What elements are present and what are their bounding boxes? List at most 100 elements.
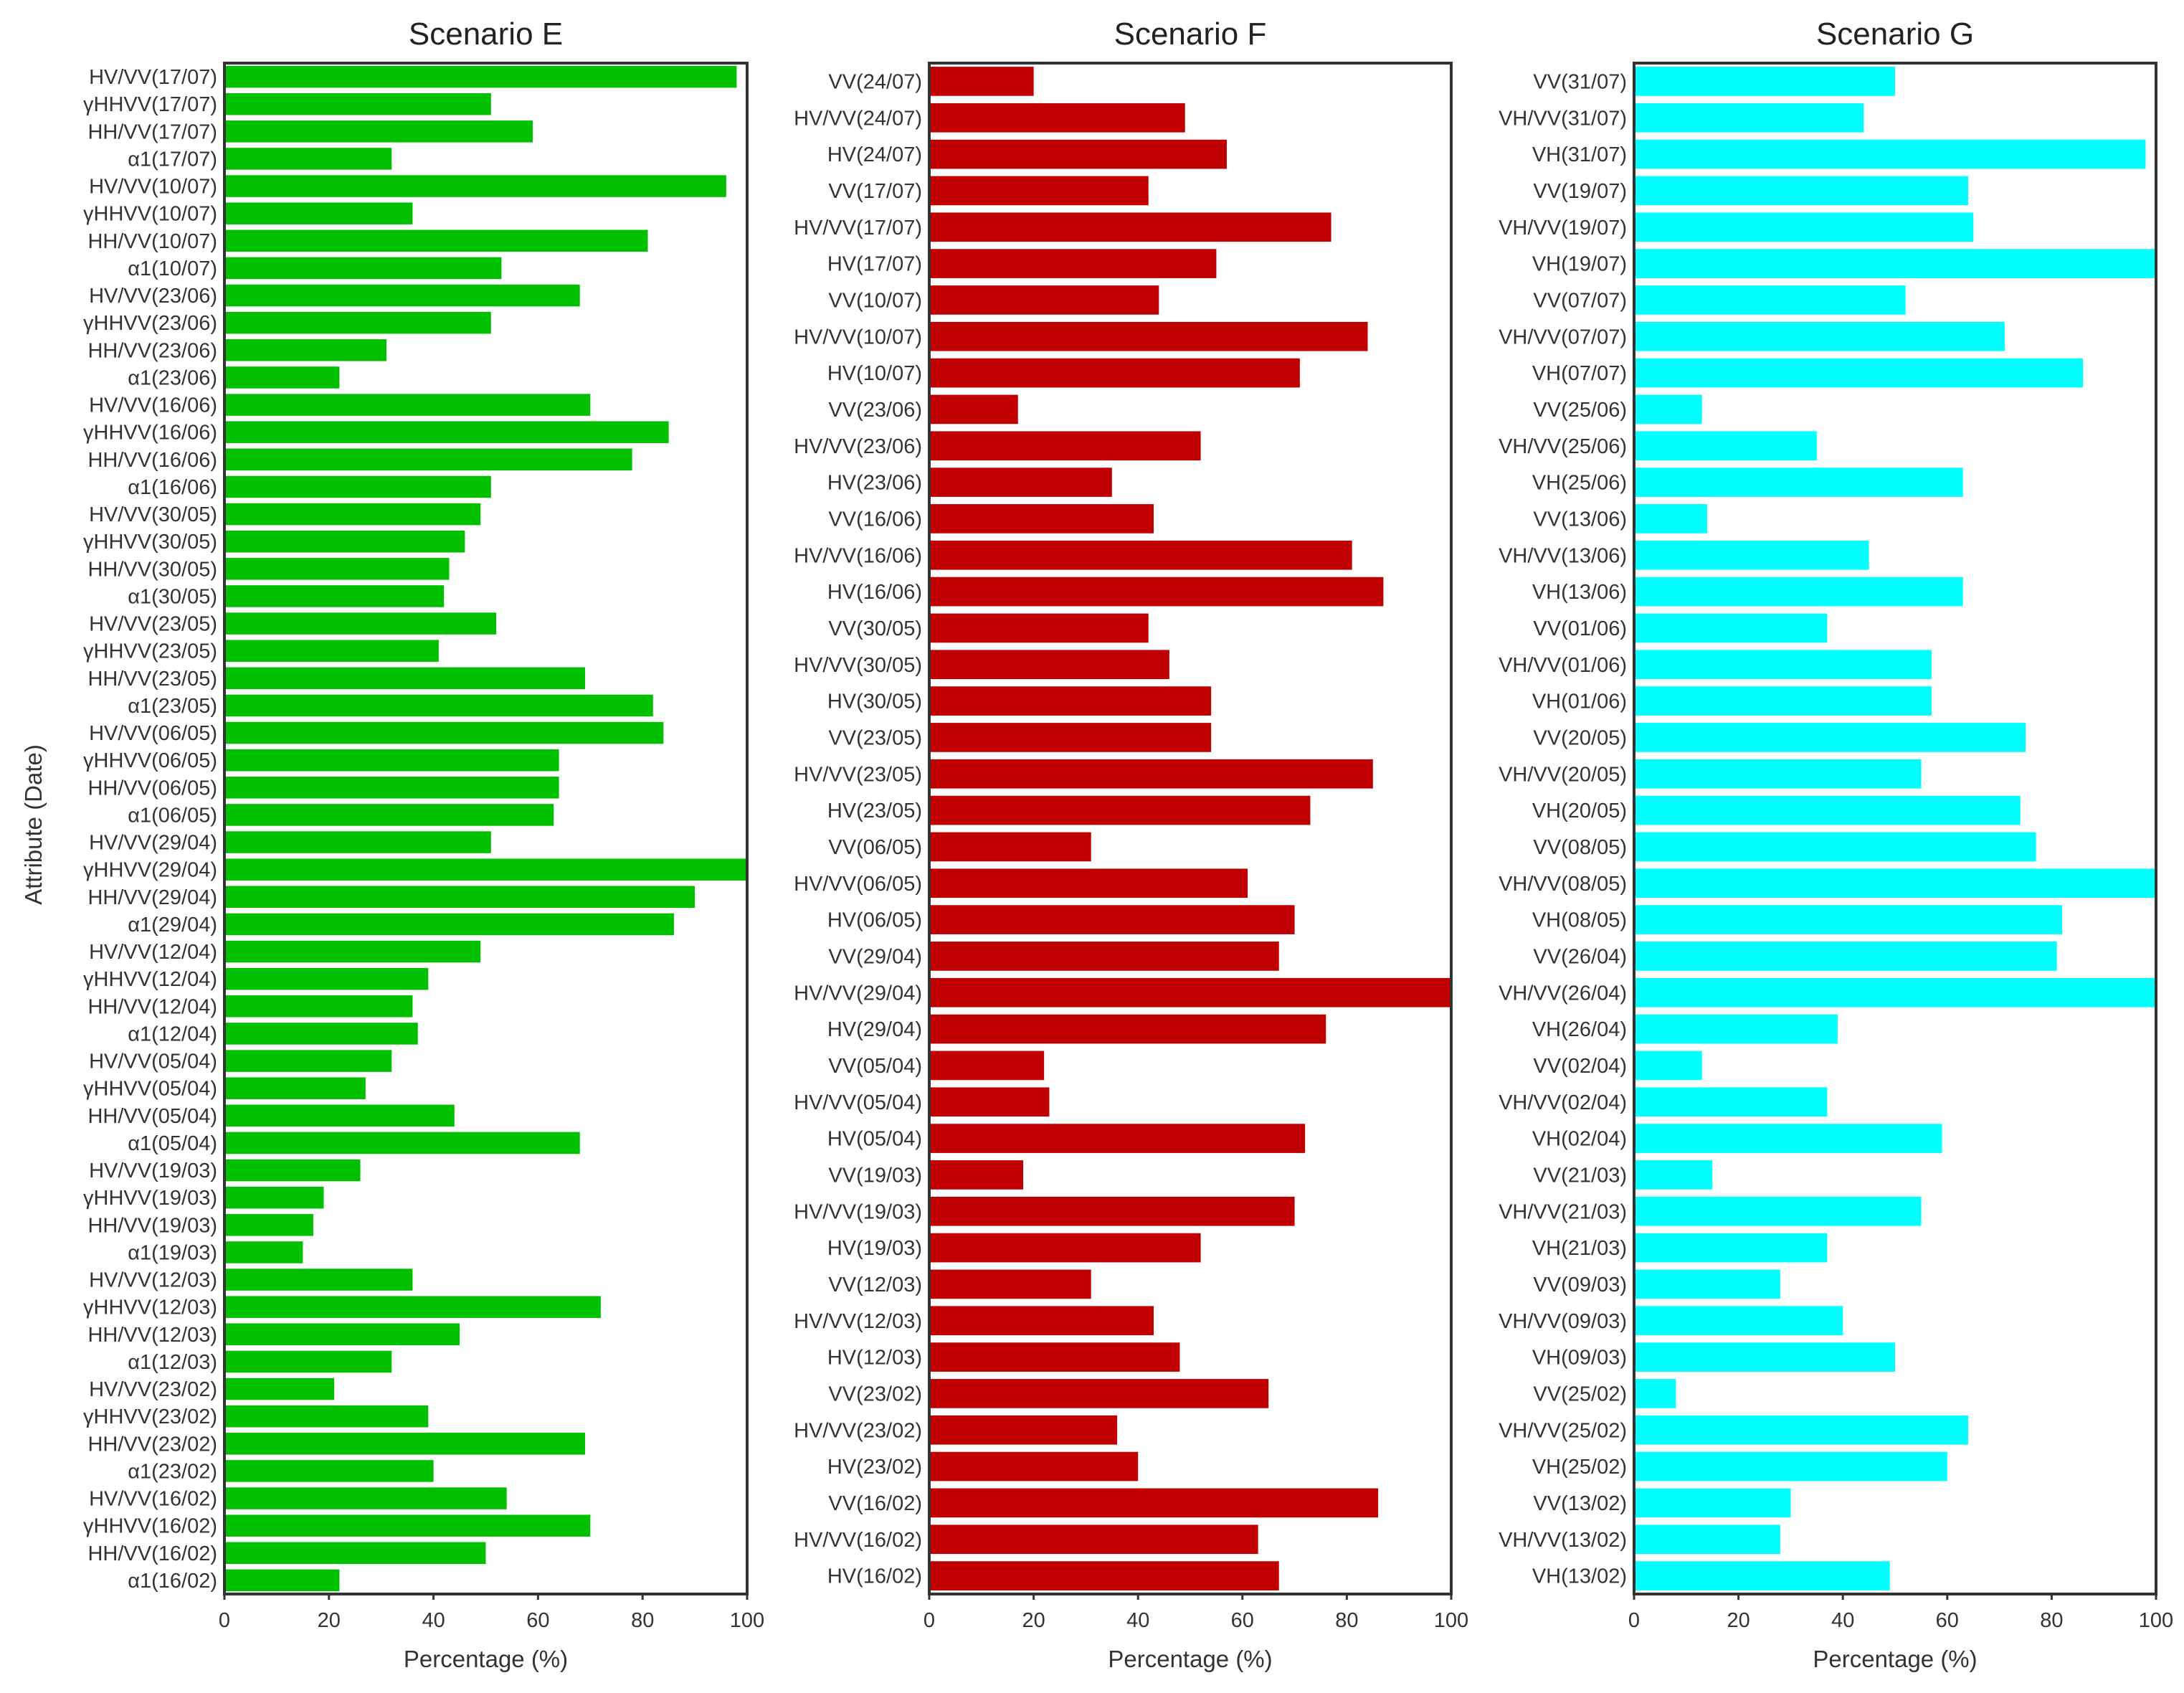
category-label: γHHVV(06/05) — [83, 749, 217, 772]
category-label: HV/VV(10/07) — [794, 326, 922, 348]
category-label: γHHVV(17/07) — [83, 93, 217, 116]
bar — [224, 148, 392, 170]
category-label: VH(19/07) — [1532, 253, 1627, 276]
category-label: HV/VV(17/07) — [89, 66, 217, 89]
bar — [224, 585, 445, 607]
bar — [224, 940, 481, 963]
category-label: VH/VV(13/06) — [1499, 544, 1627, 567]
category-label: VH/VV(20/05) — [1499, 763, 1627, 786]
bar — [224, 831, 491, 853]
category-label: α1(23/06) — [128, 366, 217, 389]
category-label: HH/VV(16/06) — [87, 449, 217, 472]
category-label: VV(25/02) — [1533, 1383, 1627, 1405]
category-label: VH(13/06) — [1532, 581, 1627, 604]
bar — [224, 1377, 335, 1400]
category-label: HH/VV(29/04) — [87, 886, 217, 909]
category-label: VH/VV(02/04) — [1499, 1091, 1627, 1114]
category-label: HV/VV(16/06) — [794, 544, 922, 567]
bar — [224, 886, 695, 909]
bar — [929, 1087, 1050, 1117]
category-label: HH/VV(05/04) — [87, 1105, 217, 1128]
bar — [1634, 1415, 1968, 1445]
category-label: HV(16/06) — [827, 581, 922, 604]
category-label: α1(12/03) — [128, 1351, 217, 1374]
bar — [1634, 431, 1817, 461]
category-label: HH/VV(30/05) — [87, 558, 217, 581]
bar — [224, 777, 559, 799]
category-label: VV(31/07) — [1533, 70, 1627, 93]
bar — [224, 995, 413, 1018]
bar — [929, 431, 1201, 461]
category-label: γHHVV(23/02) — [83, 1405, 217, 1428]
category-label: VH/VV(07/07) — [1499, 326, 1627, 348]
category-label: α1(05/04) — [128, 1132, 217, 1155]
bar — [224, 503, 481, 526]
category-label: HV/VV(16/02) — [794, 1529, 922, 1552]
category-label: HV(29/04) — [827, 1018, 922, 1041]
bar — [1634, 1087, 1828, 1117]
category-label: HV/VV(23/06) — [794, 435, 922, 458]
category-label: HV/VV(23/05) — [794, 763, 922, 786]
bar — [224, 1104, 455, 1127]
bar — [929, 1561, 1279, 1590]
category-label: α1(23/02) — [128, 1460, 217, 1483]
category-label: HV/VV(23/06) — [89, 285, 217, 308]
bar — [1634, 540, 1869, 570]
category-label: γHHVV(10/07) — [83, 203, 217, 226]
bar — [1634, 942, 2057, 971]
bar — [929, 759, 1373, 789]
bar — [929, 942, 1279, 971]
bar — [224, 1077, 366, 1099]
category-label: VV(21/03) — [1533, 1164, 1627, 1187]
bar — [1634, 650, 1932, 680]
category-label: VH(09/03) — [1532, 1347, 1627, 1370]
category-label: HV(17/07) — [827, 253, 922, 276]
x-tick-label: 60 — [526, 1609, 549, 1632]
bar — [224, 694, 653, 717]
bar — [929, 650, 1169, 680]
bar — [929, 1124, 1306, 1153]
bar — [1634, 686, 1932, 716]
category-label: HH/VV(23/05) — [87, 668, 217, 691]
category-label: HH/VV(19/03) — [87, 1214, 217, 1237]
category-label: γHHVV(23/06) — [83, 312, 217, 335]
bar — [1634, 1014, 1838, 1044]
bar — [1634, 468, 1963, 497]
category-label: HV(10/07) — [827, 362, 922, 385]
category-label: HV/VV(05/04) — [794, 1091, 922, 1114]
category-label: VH/VV(08/05) — [1499, 873, 1627, 896]
category-label: HH/VV(17/07) — [87, 120, 217, 143]
bar — [1634, 613, 1828, 643]
bar — [929, 723, 1212, 752]
category-label: α1(06/05) — [128, 804, 217, 827]
category-label: VV(16/06) — [828, 508, 922, 531]
category-label: HV/VV(24/07) — [794, 107, 922, 130]
bar — [929, 613, 1149, 643]
category-label: VV(29/04) — [828, 945, 922, 968]
category-label: HV(12/03) — [827, 1347, 922, 1370]
bar — [929, 868, 1248, 898]
panel-3: Scenario G VV(31/07) VH/VV(31/07) VH(31/07)… — [1499, 16, 2173, 1672]
bar — [929, 1269, 1091, 1299]
x-tick-label: 20 — [318, 1609, 341, 1632]
category-label: HV/VV(29/04) — [794, 982, 922, 1005]
bar — [929, 176, 1149, 206]
category-label: α1(29/04) — [128, 914, 217, 936]
bar — [929, 795, 1311, 825]
category-label: HH/VV(06/05) — [87, 777, 217, 800]
category-label: HV/VV(23/05) — [89, 613, 217, 636]
category-label: VV(23/02) — [828, 1383, 922, 1405]
bar — [1634, 723, 2026, 752]
category-label: VV(20/05) — [1533, 726, 1627, 749]
category-label: VV(01/06) — [1533, 617, 1627, 640]
category-label: VV(19/07) — [1533, 180, 1627, 203]
category-label: VH/VV(13/02) — [1499, 1529, 1627, 1552]
global-y-axis-label: Attribute (Date) — [20, 744, 47, 905]
category-label: VV(19/03) — [828, 1164, 922, 1187]
category-label: VH(13/02) — [1532, 1565, 1627, 1588]
category-label: HV/VV(06/05) — [89, 722, 217, 745]
category-label: HV(05/04) — [827, 1128, 922, 1151]
bar — [224, 339, 386, 361]
bar — [929, 832, 1091, 862]
x-tick-label: 80 — [631, 1609, 654, 1632]
